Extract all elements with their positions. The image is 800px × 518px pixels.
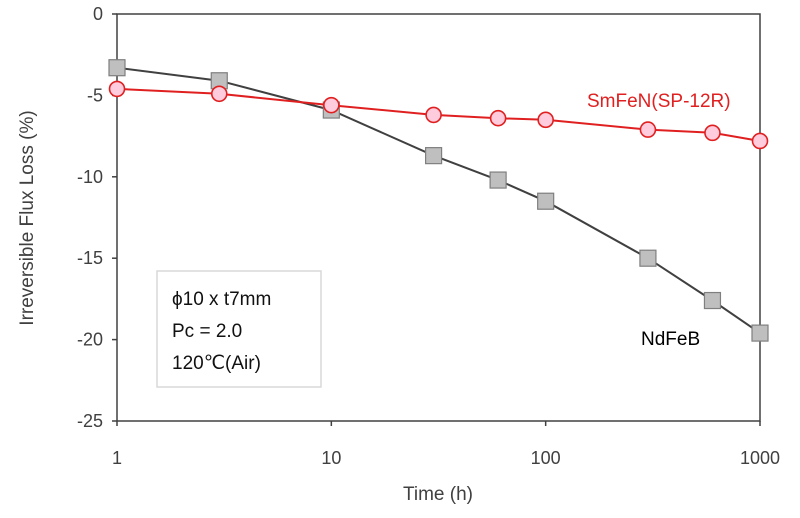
data-point-ndfeb	[108, 59, 126, 77]
annotation-box: ϕ10 x t7mm Pc = 2.0 120℃(Air)	[156, 270, 322, 388]
data-point-ndfeb	[424, 147, 443, 165]
series-smfen-sp-12r	[108, 80, 769, 150]
data-point-ndfeb	[703, 291, 722, 310]
data-point-ndfeb	[751, 324, 769, 342]
y-tick-label: -10	[77, 167, 103, 187]
x-tick-label: 1	[112, 448, 122, 468]
x-axis-ticks: 1 10 100 1000	[112, 421, 780, 468]
x-tick-label: 10	[321, 448, 341, 468]
x-axis-title: Time (h)	[403, 484, 473, 505]
y-tick-label: -5	[87, 85, 103, 105]
annotation-frame	[156, 270, 322, 388]
series-label-smfen: SmFeN(SP-12R)	[587, 91, 731, 112]
data-point-smfen-sp-12r	[323, 96, 340, 114]
y-tick-label: -25	[77, 411, 103, 431]
data-point-smfen-sp-12r	[639, 121, 657, 138]
y-axis-title: Irreversible Flux Loss (%)	[17, 110, 38, 325]
data-point-ndfeb	[489, 171, 507, 189]
data-point-smfen-sp-12r	[537, 111, 554, 129]
data-point-ndfeb	[537, 192, 555, 210]
annotation-line-2: Pc = 2.0	[172, 321, 242, 342]
series-label-ndfeb: NdFeB	[641, 329, 700, 350]
data-point-smfen-sp-12r	[108, 80, 126, 98]
data-point-smfen-sp-12r	[425, 106, 442, 124]
y-tick-label: -15	[77, 248, 103, 268]
y-axis-ticks: 0 -5 -10 -15 -20 -25	[77, 4, 117, 431]
y-tick-label: 0	[93, 4, 103, 24]
y-tick-label: -20	[77, 330, 103, 350]
data-point-ndfeb	[639, 249, 657, 267]
annotation-line-1: ϕ10 x t7mm	[172, 289, 271, 310]
data-point-smfen-sp-12r	[704, 124, 721, 142]
x-tick-label: 100	[531, 448, 561, 468]
series-layer	[108, 59, 769, 342]
annotation-line-3: 120℃(Air)	[172, 353, 261, 374]
data-point-smfen-sp-12r	[210, 85, 228, 103]
x-tick-label: 1000	[740, 448, 780, 468]
data-point-smfen-sp-12r	[751, 132, 769, 150]
data-point-smfen-sp-12r	[489, 109, 507, 127]
